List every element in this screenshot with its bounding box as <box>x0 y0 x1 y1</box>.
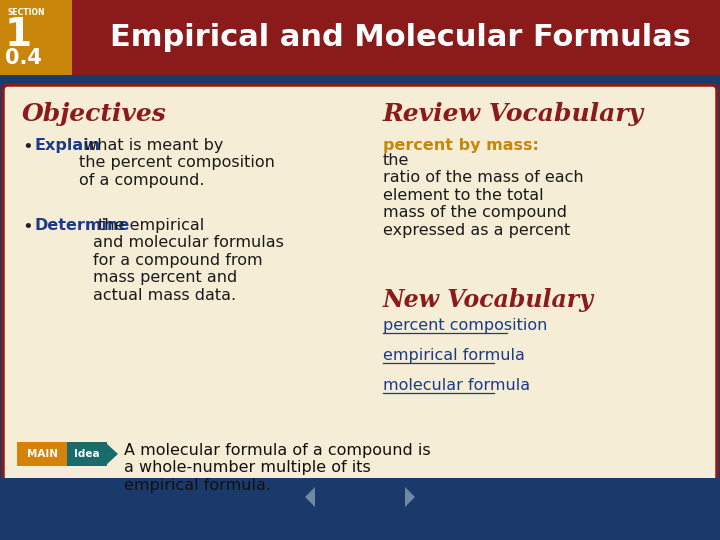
Text: percent by mass:: percent by mass: <box>383 138 539 153</box>
Text: New Vocabulary: New Vocabulary <box>383 288 594 312</box>
Text: •: • <box>22 138 32 156</box>
Text: SECTION: SECTION <box>7 8 45 17</box>
FancyBboxPatch shape <box>0 478 720 540</box>
Text: Empirical and Molecular Formulas: Empirical and Molecular Formulas <box>109 23 690 51</box>
Text: what is meant by
the percent composition
of a compound.: what is meant by the percent composition… <box>79 138 275 188</box>
Text: Objectives: Objectives <box>22 102 167 126</box>
Text: Review Vocabulary: Review Vocabulary <box>383 102 644 126</box>
Text: the
ratio of the mass of each
element to the total
mass of the compound
expresse: the ratio of the mass of each element to… <box>383 153 584 238</box>
Text: •: • <box>22 218 32 236</box>
FancyBboxPatch shape <box>0 0 720 75</box>
FancyBboxPatch shape <box>3 85 717 483</box>
Text: Determine: Determine <box>35 218 130 233</box>
Polygon shape <box>305 487 315 507</box>
FancyBboxPatch shape <box>67 442 107 466</box>
FancyBboxPatch shape <box>0 0 72 75</box>
Text: empirical formula: empirical formula <box>383 348 525 363</box>
Text: 0.4: 0.4 <box>5 48 42 68</box>
Polygon shape <box>405 487 415 507</box>
Text: Idea: Idea <box>74 449 100 459</box>
FancyBboxPatch shape <box>17 442 69 466</box>
Text: Explain: Explain <box>35 138 101 153</box>
Text: the empirical
and molecular formulas
for a compound from
mass percent and
actual: the empirical and molecular formulas for… <box>93 218 284 302</box>
FancyBboxPatch shape <box>0 75 720 89</box>
Text: percent composition: percent composition <box>383 318 547 333</box>
Polygon shape <box>106 443 118 465</box>
Text: 1: 1 <box>5 16 32 54</box>
Text: A molecular formula of a compound is
a whole-number multiple of its
empirical fo: A molecular formula of a compound is a w… <box>124 443 431 493</box>
Text: molecular formula: molecular formula <box>383 378 530 393</box>
Text: MAIN: MAIN <box>27 449 58 459</box>
